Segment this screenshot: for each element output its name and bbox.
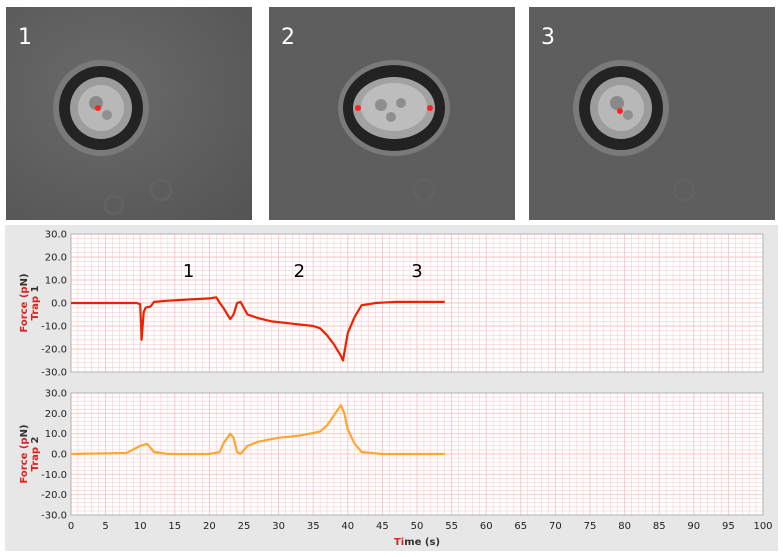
y-axis-sublabel-2: Trap 2 [30, 436, 41, 471]
x-tick-label: 100 [753, 521, 772, 532]
panel-label-1: 1 [18, 25, 32, 50]
x-tick-label: 5 [102, 521, 108, 532]
x-tick-label: 0 [68, 521, 74, 532]
trap-marker-right [427, 105, 433, 111]
x-tick-label: 45 [376, 521, 389, 532]
series-line-trap1 [71, 296, 445, 362]
y-tick-label: 20.0 [45, 253, 67, 264]
panel-label-2: 2 [281, 25, 295, 50]
trap-marker [617, 108, 623, 114]
trap-marker-left [355, 105, 361, 111]
y-tick-label: 30.0 [45, 230, 67, 241]
y-tick-label: -10.0 [41, 322, 67, 333]
cell-image-3 [529, 7, 775, 220]
stage-annotation-2: 2 [294, 261, 305, 282]
x-tick-label: 55 [445, 521, 458, 532]
y-tick-label: -20.0 [41, 345, 67, 356]
x-axis-label: Time (s) [394, 537, 440, 548]
x-tick-label: 10 [134, 521, 147, 532]
x-tick-label: 95 [722, 521, 735, 532]
microscopy-panel-2: 2 [269, 7, 515, 220]
x-tick-label: 90 [687, 521, 700, 532]
microscopy-panel-3: 3 [529, 7, 775, 220]
series-line-trap2 [70, 404, 445, 456]
x-tick-label: 25 [238, 521, 251, 532]
y-tick-label: 0.0 [51, 450, 67, 461]
cell-image-2 [269, 7, 515, 220]
x-tick-label: 75 [584, 521, 597, 532]
y-tick-label: 10.0 [45, 429, 67, 440]
panel-label-3: 3 [541, 25, 555, 50]
y-tick-label: -20.0 [41, 490, 67, 501]
x-tick-label: 85 [653, 521, 666, 532]
cell-image-1 [6, 7, 252, 220]
stage-annotation-1: 1 [183, 261, 194, 282]
y-tick-label: 30.0 [45, 389, 67, 400]
x-tick-label: 70 [549, 521, 562, 532]
y-tick-label: -30.0 [41, 368, 67, 379]
x-tick-label: 40 [341, 521, 354, 532]
y-tick-label: 20.0 [45, 409, 67, 420]
x-tick-label: 30 [272, 521, 285, 532]
y-axis-label-2: Force (pN) [19, 424, 30, 483]
stage-annotation-3: 3 [411, 261, 422, 282]
force-chart: 30.0 20.0 10.0 0.0 -10.0 -20.0 -30.0 Force (pN)… [5, 225, 778, 551]
y-tick-label: -10.0 [41, 470, 67, 481]
microscopy-panel-1: 1 [6, 7, 252, 220]
x-tick-label: 65 [514, 521, 527, 532]
x-tick-label: 50 [411, 521, 424, 532]
y-tick-label: 0.0 [51, 299, 67, 310]
y-axis-label-1: Force (pN) [19, 273, 30, 332]
x-tick-label: 80 [618, 521, 631, 532]
grid-2 [70, 392, 764, 516]
trap-marker [95, 105, 101, 111]
y-axis-sublabel-1: Trap 1 [30, 285, 41, 320]
x-tick-label: 60 [480, 521, 493, 532]
x-tick-label: 15 [168, 521, 181, 532]
x-tick-label: 35 [307, 521, 320, 532]
y-tick-label: 10.0 [45, 276, 67, 287]
x-tick-label: 20 [203, 521, 216, 532]
y-tick-label: -30.0 [41, 511, 67, 522]
